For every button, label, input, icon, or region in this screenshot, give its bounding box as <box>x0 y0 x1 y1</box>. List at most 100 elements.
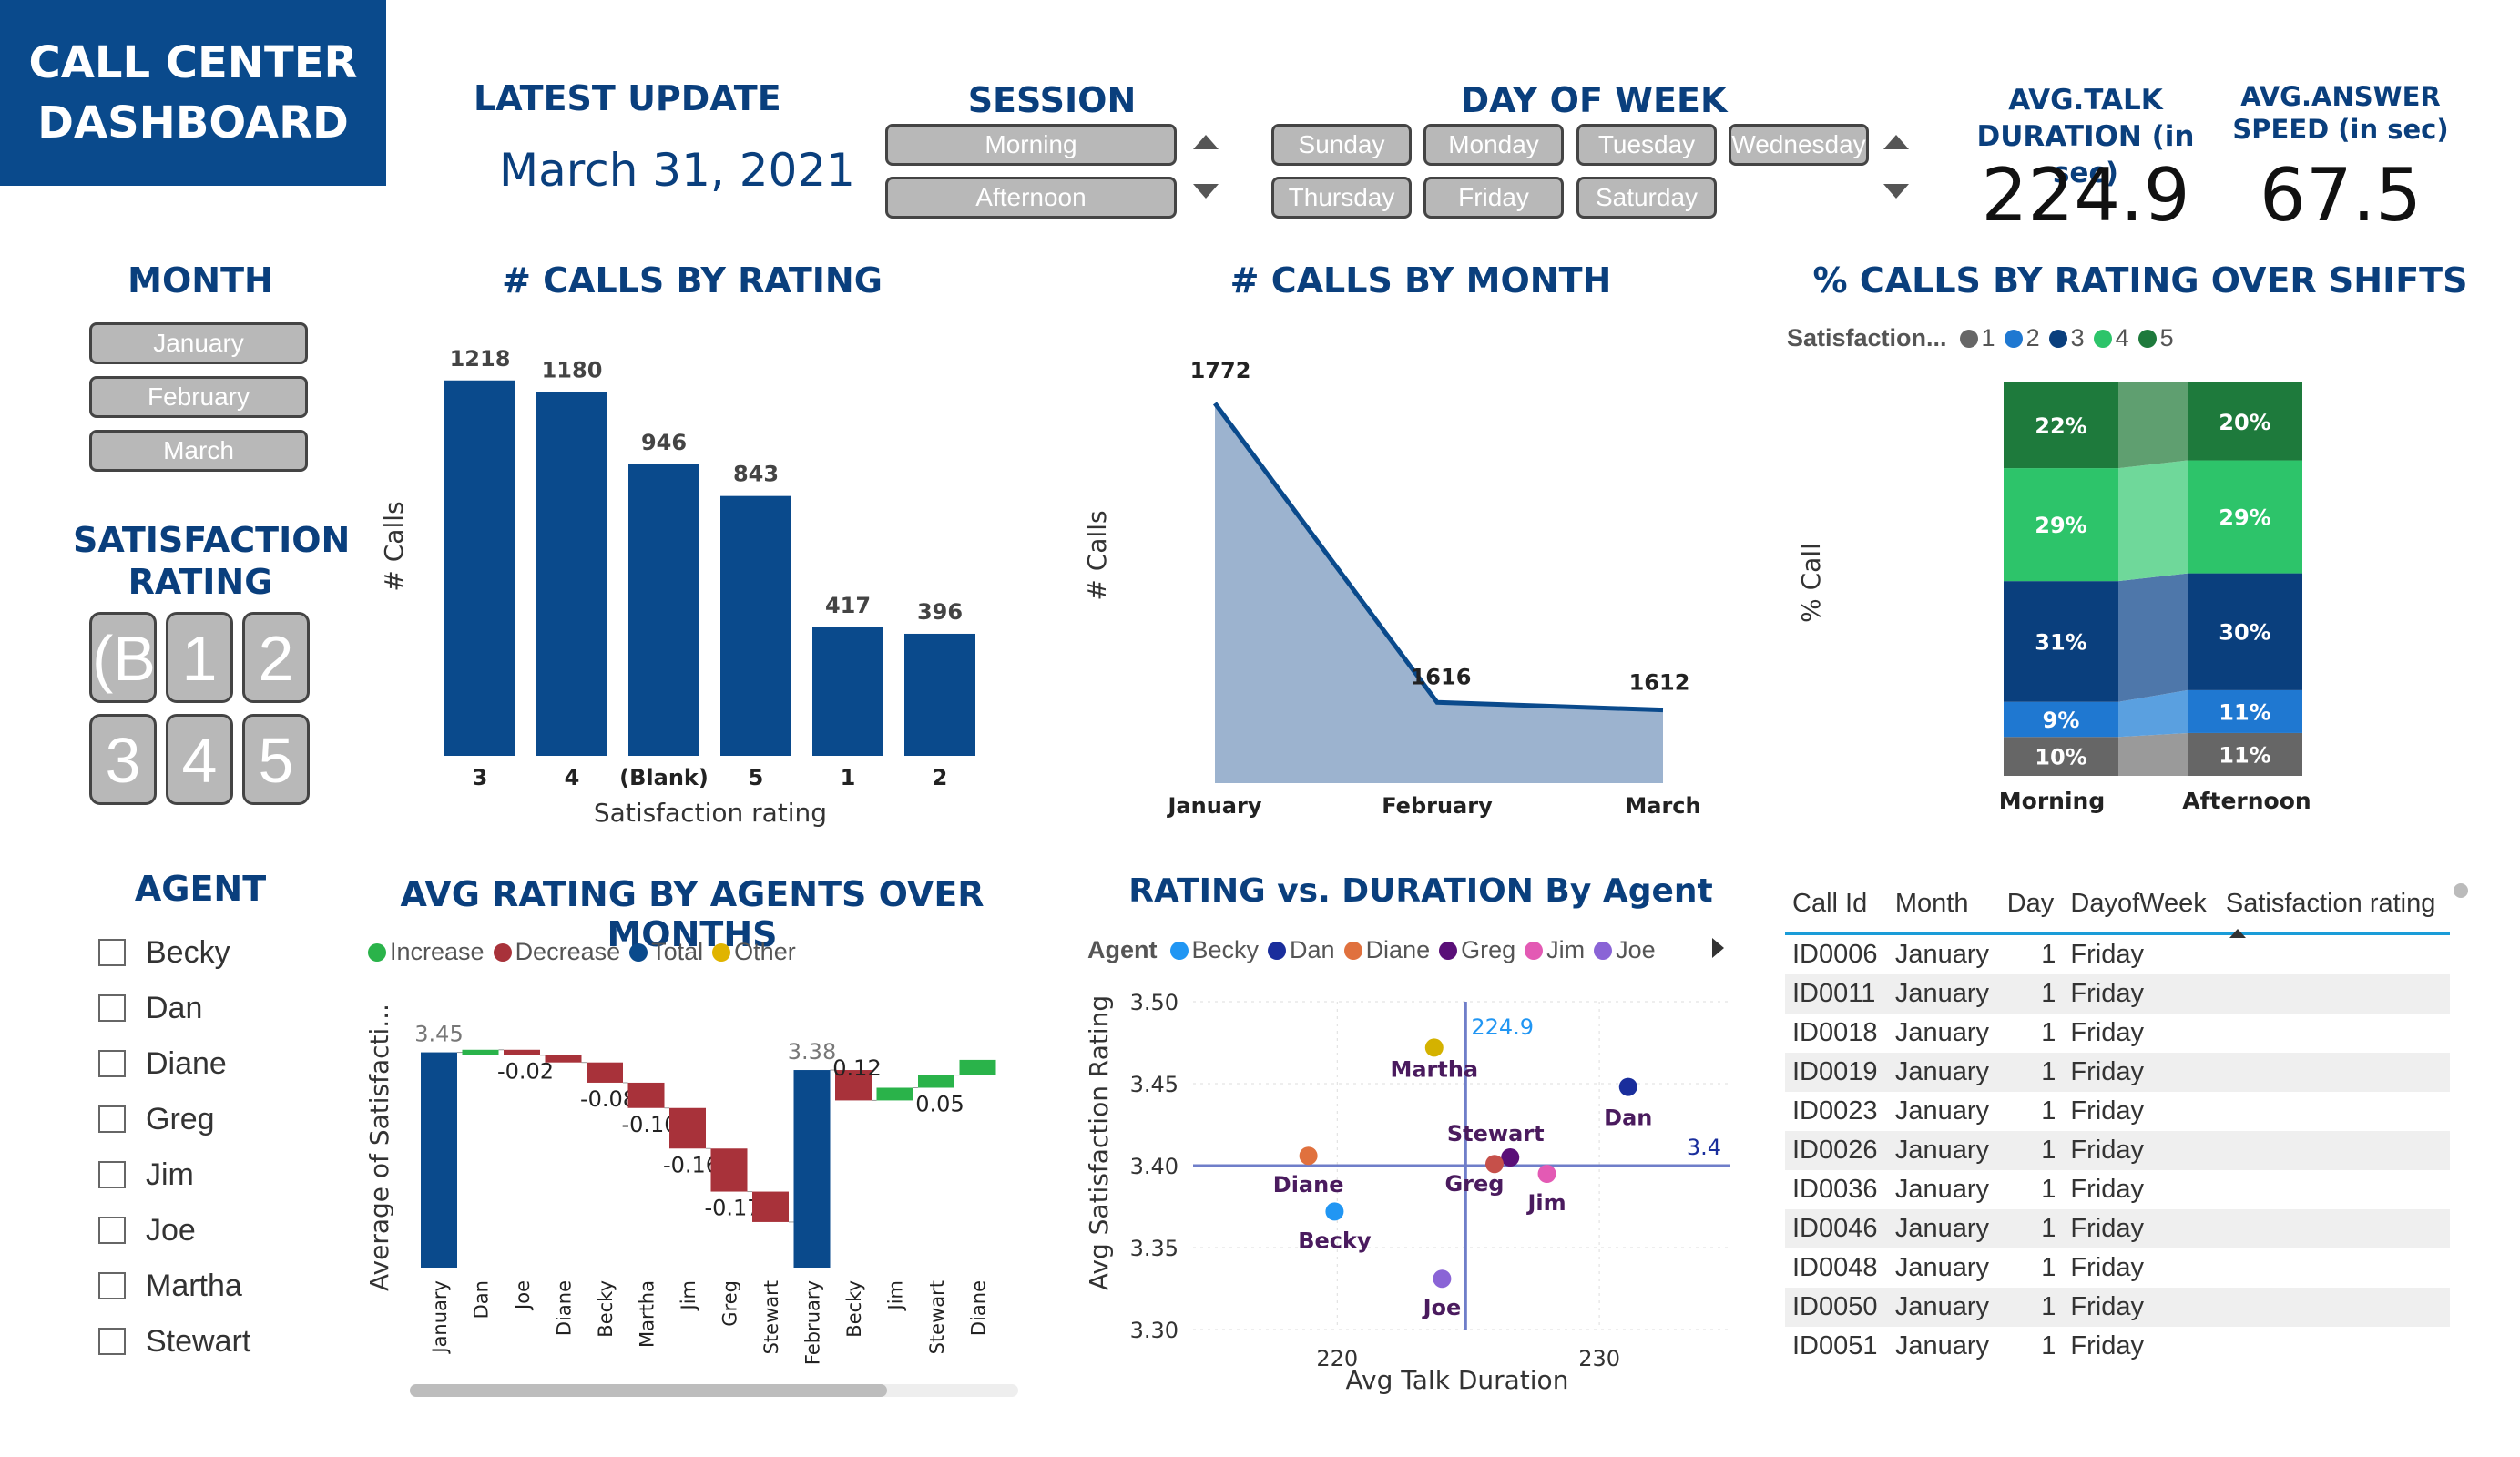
checkbox-icon[interactable] <box>98 994 126 1022</box>
month-february-button[interactable]: February <box>89 376 308 418</box>
waterfall-bar[interactable] <box>793 1070 831 1268</box>
rating-2-button[interactable]: 2 <box>242 612 310 703</box>
table-row[interactable]: ID0036 January 1 Friday <box>1785 1170 2450 1209</box>
x-tick-label: 2 <box>933 765 948 790</box>
agent-item-martha[interactable]: Martha <box>98 1266 242 1306</box>
scatter-point[interactable] <box>1433 1269 1452 1289</box>
rating-3-button[interactable]: 3 <box>89 714 157 805</box>
table-row[interactable]: ID0023 January 1 Friday <box>1785 1092 2450 1131</box>
waterfall-bar[interactable] <box>545 1055 582 1063</box>
month-january-button[interactable]: January <box>89 322 308 364</box>
legend-dot-icon <box>368 942 386 962</box>
agent-item-becky[interactable]: Becky <box>98 932 230 973</box>
bar[interactable] <box>812 627 883 756</box>
column-header-dayofweek[interactable]: DayofWeek <box>2063 874 2219 935</box>
waterfall-bar[interactable] <box>752 1191 789 1222</box>
agent-item-stewart[interactable]: Stewart <box>98 1321 250 1361</box>
waterfall-bar[interactable] <box>669 1107 706 1149</box>
rating-4-button[interactable]: 4 <box>166 714 233 805</box>
scroll-down-icon[interactable] <box>1193 184 1219 199</box>
day-wednesday-button[interactable]: Wednesday <box>1729 124 1869 166</box>
scatter-point[interactable] <box>1537 1165 1556 1183</box>
stack-segment[interactable] <box>2188 732 2302 776</box>
day-friday-button[interactable]: Friday <box>1423 177 1564 219</box>
table-row[interactable]: ID0050 January 1 Friday <box>1785 1288 2450 1327</box>
day-monday-button[interactable]: Monday <box>1423 124 1564 166</box>
waterfall-bar[interactable] <box>587 1062 623 1083</box>
table-row[interactable]: ID0046 January 1 Friday <box>1785 1209 2450 1248</box>
bar[interactable] <box>904 633 975 756</box>
rating-1-button[interactable]: 1 <box>166 612 233 703</box>
stack-segment[interactable] <box>2004 382 2118 469</box>
waterfall-bar[interactable] <box>959 1059 996 1075</box>
table-row[interactable]: ID0026 January 1 Friday <box>1785 1131 2450 1170</box>
stack-segment[interactable] <box>2188 573 2302 690</box>
bar[interactable] <box>444 380 515 756</box>
waterfall-bar[interactable] <box>504 1049 540 1055</box>
table-row[interactable]: ID0019 January 1 Friday <box>1785 1053 2450 1092</box>
stack-segment[interactable] <box>2004 581 2118 702</box>
scatter-point[interactable] <box>1325 1202 1344 1221</box>
waterfall-bar[interactable] <box>627 1082 665 1108</box>
checkbox-icon[interactable] <box>98 1328 126 1355</box>
agent-item-greg[interactable]: Greg <box>98 1099 215 1139</box>
legend-next-icon[interactable] <box>1712 938 1724 958</box>
agent-item-diane[interactable]: Diane <box>98 1044 227 1084</box>
bar[interactable] <box>720 495 791 756</box>
sort-ascending-icon[interactable] <box>2229 929 2246 938</box>
scroll-up-icon[interactable] <box>1193 135 1219 149</box>
checkbox-icon[interactable] <box>98 939 126 966</box>
column-header-call-id[interactable]: Call Id <box>1785 874 1888 935</box>
scatter-point[interactable] <box>1484 1155 1504 1174</box>
day-thursday-button[interactable]: Thursday <box>1271 177 1412 219</box>
agent-item-jim[interactable]: Jim <box>98 1155 194 1195</box>
checkbox-icon[interactable] <box>98 1050 126 1077</box>
dashboard-title-line2: DASHBOARD <box>37 97 349 148</box>
table-row[interactable]: ID0048 January 1 Friday <box>1785 1248 2450 1288</box>
waterfall-bar[interactable] <box>918 1075 954 1088</box>
table-row[interactable]: ID0011 January 1 Friday <box>1785 974 2450 1014</box>
bar[interactable] <box>628 464 699 756</box>
scatter-point[interactable] <box>1501 1148 1520 1167</box>
scatter-point[interactable] <box>1299 1146 1318 1166</box>
scroll-down-icon[interactable] <box>1883 184 1909 199</box>
day-sunday-button[interactable]: Sunday <box>1271 124 1412 166</box>
stack-segment[interactable] <box>2188 382 2302 461</box>
scrollbar-thumb[interactable] <box>410 1384 887 1397</box>
agent-item-dan[interactable]: Dan <box>98 988 202 1028</box>
scroll-up-icon[interactable] <box>1883 135 1909 149</box>
agent-item-joe[interactable]: Joe <box>98 1210 196 1250</box>
stack-segment[interactable] <box>2188 689 2302 733</box>
table-row[interactable]: ID0051 January 1 Friday <box>1785 1327 2450 1366</box>
table-row[interactable]: ID0018 January 1 Friday <box>1785 1014 2450 1053</box>
waterfall-bar[interactable] <box>876 1087 913 1101</box>
month-march-button[interactable]: March <box>89 430 308 472</box>
horizontal-scrollbar[interactable] <box>410 1384 1018 1397</box>
stack-segment[interactable] <box>2004 737 2118 776</box>
column-header-month[interactable]: Month <box>1887 874 2000 935</box>
waterfall-bar[interactable] <box>462 1049 499 1055</box>
bar[interactable] <box>536 392 607 756</box>
waterfall-bar[interactable] <box>710 1148 748 1192</box>
session-morning-button[interactable]: Morning <box>885 124 1177 166</box>
column-header-day[interactable]: Day <box>1999 874 2064 935</box>
scatter-point[interactable] <box>1618 1077 1637 1096</box>
checkbox-icon[interactable] <box>98 1272 126 1299</box>
scrollbar-dot-icon[interactable] <box>2454 883 2468 898</box>
column-header-satisfaction[interactable]: Satisfaction rating <box>2218 874 2450 935</box>
waterfall-bar[interactable] <box>421 1052 457 1268</box>
stack-segment[interactable] <box>2004 701 2118 738</box>
checkbox-icon[interactable] <box>98 1161 126 1188</box>
checkbox-icon[interactable] <box>98 1217 126 1244</box>
session-afternoon-button[interactable]: Afternoon <box>885 177 1177 219</box>
rating-blank-button[interactable]: (Blank) <box>89 612 157 703</box>
stack-segment[interactable] <box>2188 460 2302 574</box>
checkbox-icon[interactable] <box>98 1105 126 1133</box>
waterfall-bar[interactable] <box>835 1070 872 1101</box>
rating-5-button[interactable]: 5 <box>242 714 310 805</box>
day-tuesday-button[interactable]: Tuesday <box>1576 124 1717 166</box>
day-saturday-button[interactable]: Saturday <box>1576 177 1717 219</box>
stack-segment[interactable] <box>2004 468 2118 582</box>
table-row[interactable]: ID0006 January 1 Friday <box>1785 934 2450 975</box>
scatter-point[interactable] <box>1424 1038 1444 1057</box>
